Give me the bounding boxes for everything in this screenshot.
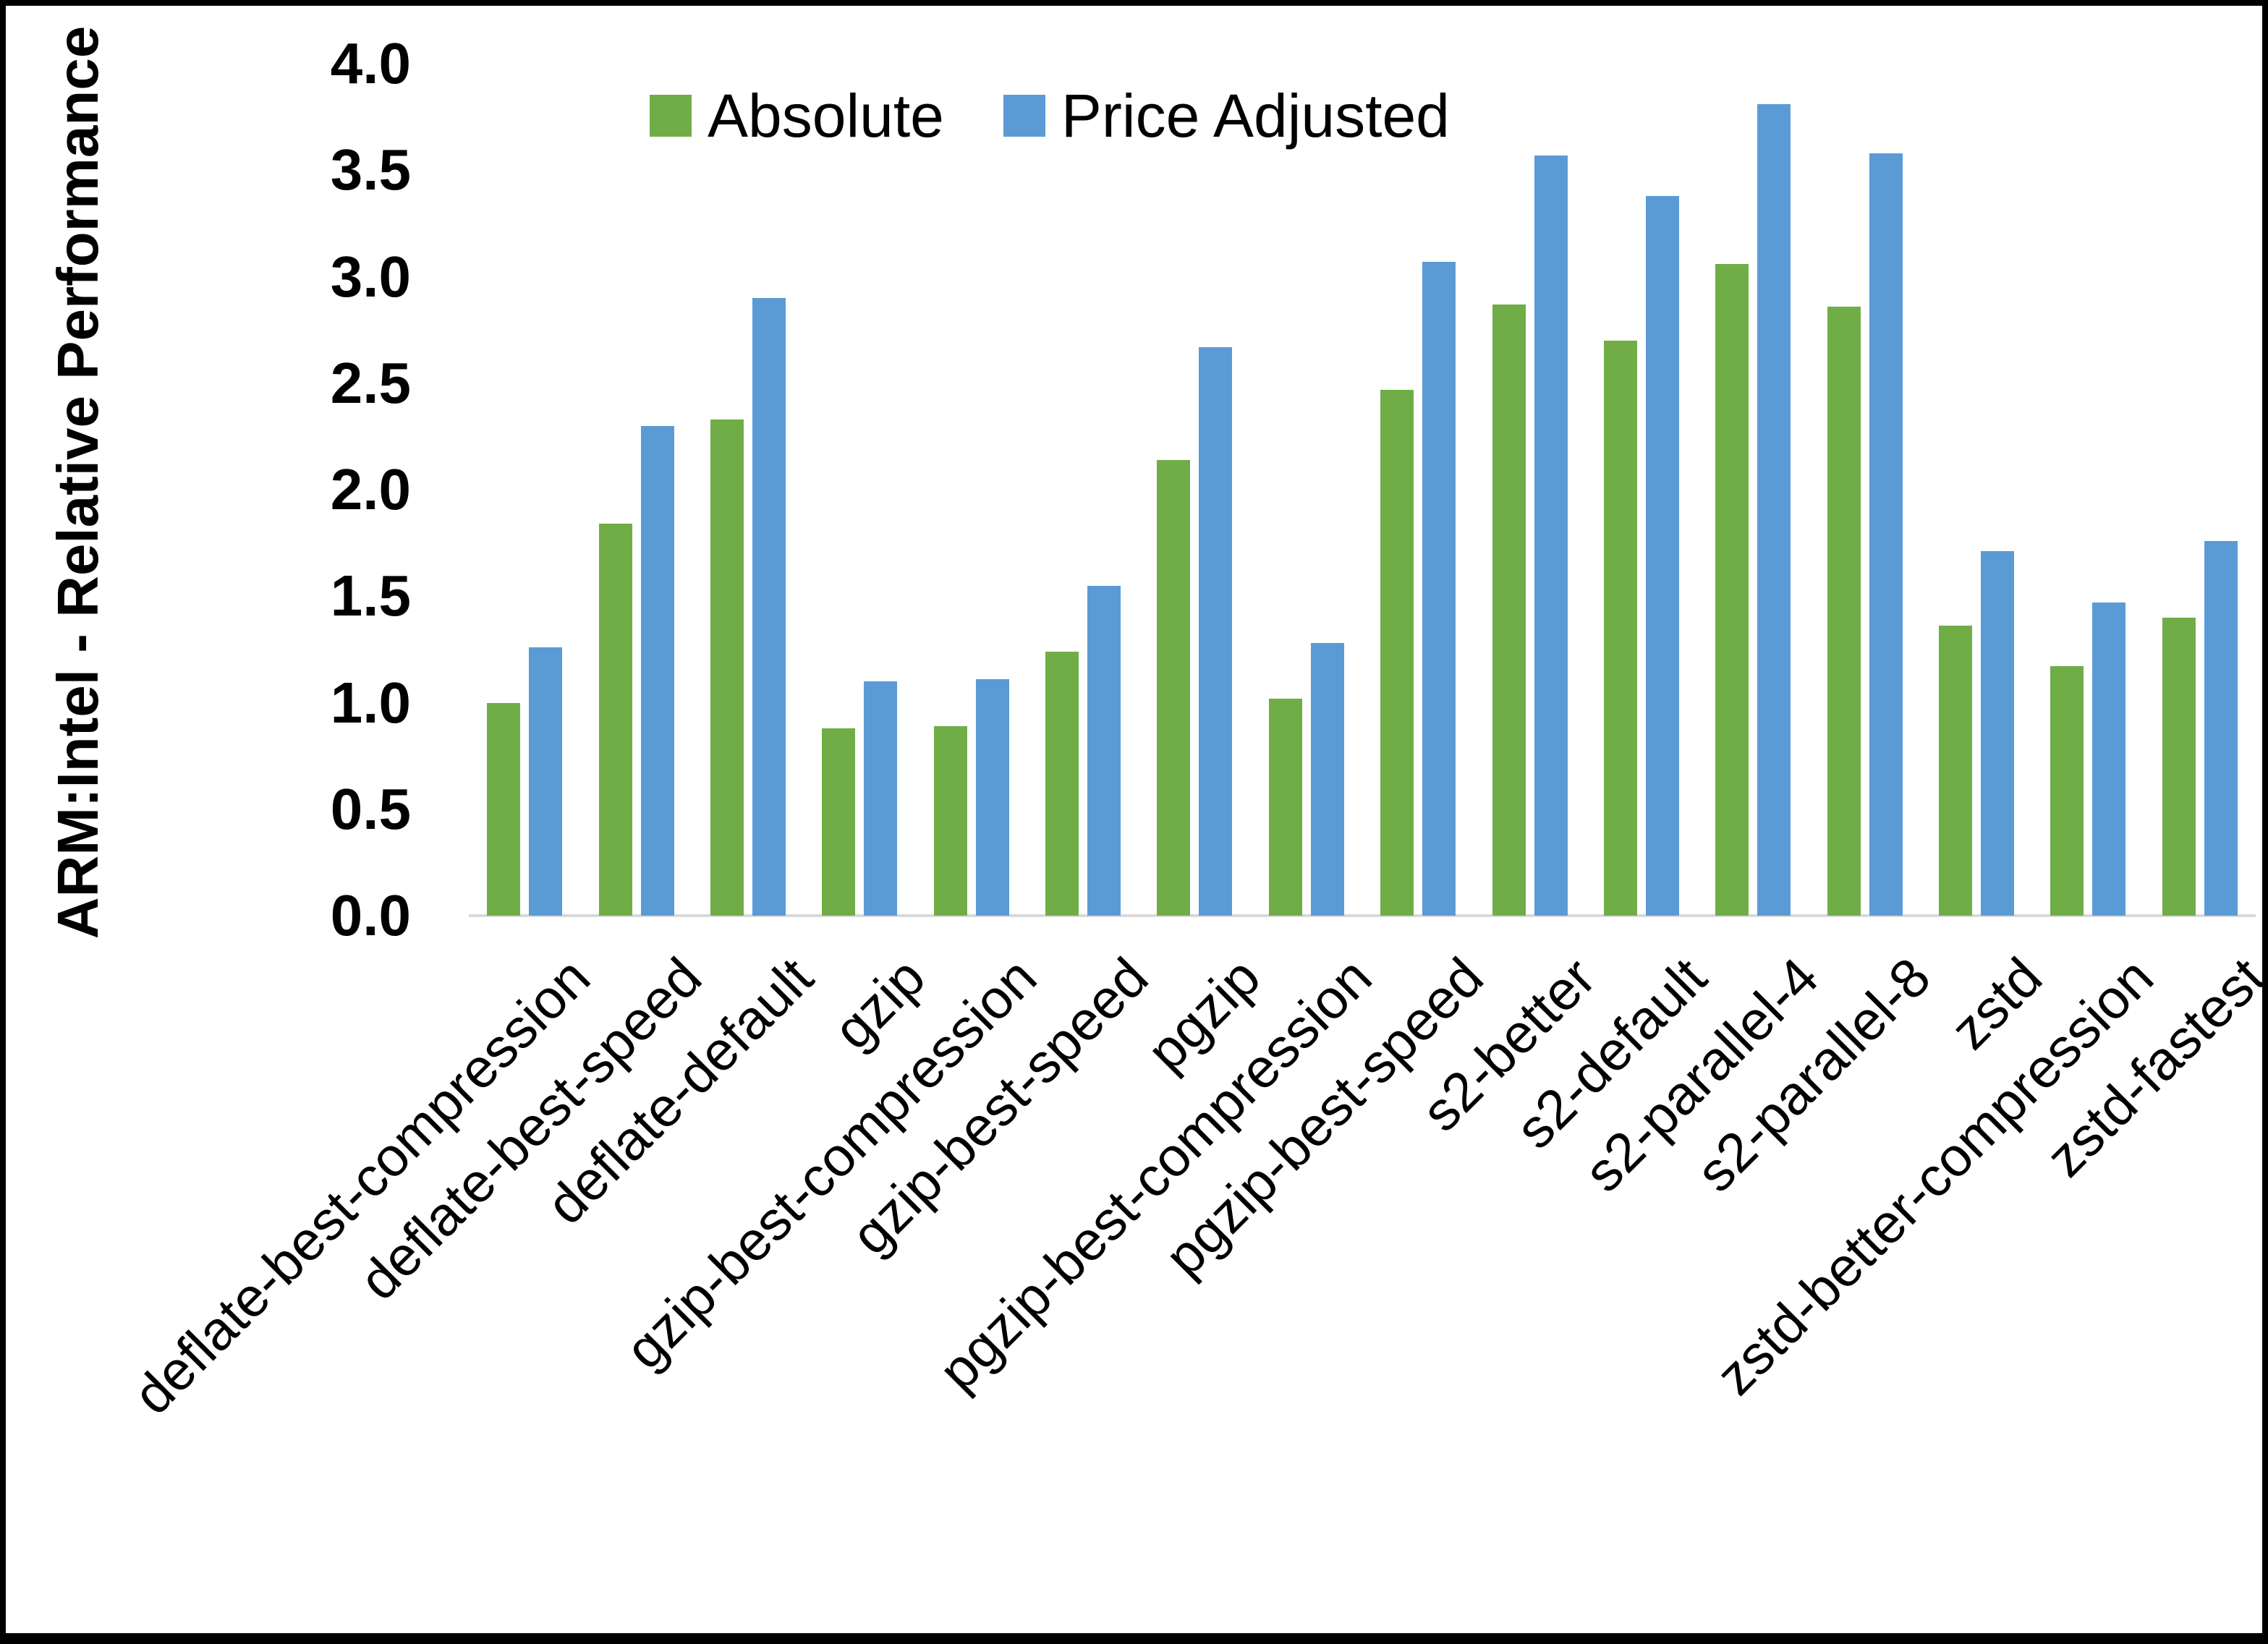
y-tick-label-3.5: 3.5 bbox=[330, 137, 411, 203]
y-tick-label-3.0: 3.0 bbox=[330, 244, 411, 309]
y-axis-title: ARM:Intel - Relative Performance bbox=[46, 25, 110, 940]
bar-price-adjusted-s2-parallel-8 bbox=[1869, 153, 1903, 916]
bar-absolute-s2-default bbox=[1603, 340, 1637, 916]
y-tick-label-1.0: 1.0 bbox=[330, 670, 411, 735]
bar-price-adjusted-s2-better bbox=[1534, 155, 1568, 916]
bar-absolute-gzip-best-compression bbox=[933, 725, 967, 916]
category-label-deflate-best-compression: deflate-best-compression bbox=[122, 946, 602, 1426]
bar-absolute-gzip bbox=[822, 728, 856, 916]
bar-absolute-gzip-best-speed bbox=[1045, 651, 1079, 916]
bar-price-adjusted-zstd bbox=[1981, 551, 2015, 916]
bar-absolute-pgzip bbox=[1157, 459, 1191, 916]
legend-item-price-adjusted: Price Adjusted bbox=[1003, 85, 1450, 146]
chart-canvas: ARM:Intel - Relative Performance Absolut… bbox=[6, 6, 2262, 1633]
bar-price-adjusted-zstd-fastest bbox=[2204, 540, 2238, 916]
y-tick-label-2.0: 2.0 bbox=[330, 457, 411, 521]
legend-swatch-icon bbox=[1003, 95, 1045, 137]
y-tick-label-0.5: 0.5 bbox=[330, 776, 411, 841]
bar-absolute-zstd-fastest bbox=[2162, 617, 2196, 916]
bar-absolute-zstd bbox=[1939, 626, 1973, 916]
bar-price-adjusted-gzip bbox=[864, 681, 898, 916]
bar-price-adjusted-gzip-best-speed bbox=[1087, 585, 1121, 916]
bar-price-adjusted-s2-default bbox=[1645, 195, 1679, 916]
x-axis-line bbox=[469, 914, 2256, 917]
bar-absolute-zstd-better-compression bbox=[2050, 666, 2084, 916]
bar-absolute-pgzip-best-speed bbox=[1380, 389, 1414, 916]
bar-price-adjusted-s2-parallel-4 bbox=[1757, 103, 1791, 916]
legend: Absolute Price Adjusted bbox=[650, 85, 1450, 146]
bar-absolute-pgzip-best-compression bbox=[1268, 698, 1302, 916]
bar-absolute-s2-better bbox=[1492, 304, 1526, 916]
bar-price-adjusted-deflate-best-speed bbox=[640, 425, 674, 916]
bar-price-adjusted-gzip-best-compression bbox=[975, 679, 1009, 916]
y-tick-label-1.5: 1.5 bbox=[330, 563, 411, 629]
bar-price-adjusted-deflate-best-compression bbox=[529, 647, 563, 916]
y-tick-label-4.0: 4.0 bbox=[330, 31, 411, 95]
y-tick-label-2.5: 2.5 bbox=[330, 350, 411, 415]
bar-price-adjusted-pgzip-best-speed bbox=[1422, 261, 1456, 916]
bar-price-adjusted-pgzip-best-compression bbox=[1310, 643, 1344, 916]
bar-absolute-deflate-best-speed bbox=[598, 524, 632, 916]
legend-item-absolute: Absolute bbox=[650, 85, 944, 146]
bar-absolute-deflate-default bbox=[710, 419, 744, 916]
bar-absolute-deflate-best-compression bbox=[487, 702, 521, 916]
bar-price-adjusted-pgzip bbox=[1199, 346, 1233, 916]
legend-label: Absolute bbox=[708, 82, 944, 150]
bar-price-adjusted-deflate-default bbox=[752, 297, 786, 916]
legend-label: Price Adjusted bbox=[1061, 82, 1450, 150]
bar-absolute-s2-parallel-4 bbox=[1715, 263, 1749, 916]
legend-swatch-icon bbox=[650, 95, 692, 137]
bar-price-adjusted-zstd-better-compression bbox=[2092, 602, 2126, 916]
bar-absolute-s2-parallel-8 bbox=[1827, 306, 1861, 916]
y-tick-label-0.0: 0.0 bbox=[330, 883, 411, 947]
